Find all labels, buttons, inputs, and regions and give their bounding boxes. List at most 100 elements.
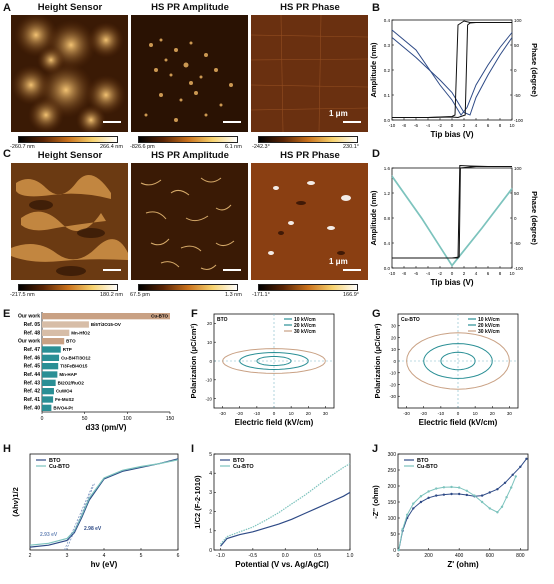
bar: [42, 346, 61, 353]
x-tick-label: -0.5: [249, 553, 258, 559]
legend-label: 10 kV/cm: [478, 317, 500, 323]
x-axis-label: Electric field (kV/cm): [235, 418, 314, 427]
y-tick-label: 150: [388, 500, 397, 506]
data-point: [401, 528, 404, 531]
a-title-amplitude: HS PR Amplitude: [151, 2, 229, 13]
y-axis-label: Polarization (μC/cm²): [373, 323, 382, 399]
series-Cu-BTO: [29, 459, 179, 546]
x-tick-label: 0: [41, 416, 44, 422]
annotation-2: 2.98 eV: [84, 526, 102, 532]
y-axis-label: Polarization (μC/cm²): [189, 323, 198, 399]
series-line-2: [392, 20, 512, 118]
y2-tick-label: 0: [514, 216, 517, 221]
y-tick-label: 1.6: [384, 166, 391, 171]
colorbar-amplitude-c: [138, 284, 238, 291]
y-tick-label: -20: [389, 382, 396, 387]
y2-tick-label: 0: [514, 68, 517, 73]
data-point: [519, 465, 522, 468]
data-point: [405, 513, 409, 516]
data-point: [496, 488, 499, 491]
x-tick-label: 4: [475, 271, 478, 276]
afm-phase-image-c: 1 μm: [251, 163, 368, 280]
bar-data-label: Bi5Ti3O15-OV: [91, 322, 121, 327]
bar-data-label: Mn-HfO2: [71, 330, 90, 335]
bar-data-label: RTP: [63, 347, 72, 352]
x-tick-label: 0.5: [314, 553, 321, 559]
c-title-amplitude: HS PR Amplitude: [151, 150, 229, 161]
loop-0: [256, 356, 292, 366]
x-tick-label: 100: [123, 416, 132, 422]
data-point: [457, 486, 461, 489]
legend-label: Cu-BTO: [417, 464, 438, 470]
y-tick-label: 100: [388, 516, 397, 522]
x-tick-label: 600: [486, 553, 495, 559]
y-axis-label: Amplitude (nm): [369, 190, 378, 245]
x-tick-label: -30: [219, 411, 226, 416]
series-1: [220, 463, 351, 545]
data-point: [435, 487, 438, 490]
data-point: [419, 500, 423, 504]
bar-data-label: Mn-HAP: [59, 372, 77, 377]
bar-category-label: Ref. 45: [24, 364, 41, 370]
y-tick-label: 20: [207, 321, 213, 326]
y-axis-label: (Ahν)1/2: [11, 487, 20, 517]
x-tick-label: 4: [103, 553, 106, 559]
bar: [42, 338, 65, 345]
y-tick-label: 2: [209, 509, 212, 515]
loop-1: [423, 343, 493, 379]
scale-label-a: 1 μm: [329, 109, 348, 118]
data-point: [442, 486, 446, 489]
data-point: [465, 493, 469, 497]
cb-min-phase-a: -242.3°: [252, 144, 270, 150]
data-point: [412, 502, 415, 505]
cb-max-phase-a: 230.1°: [343, 144, 359, 150]
data-point: [511, 473, 514, 476]
x-tick-label: -20: [236, 411, 243, 416]
data-point: [503, 481, 507, 484]
x-tick-label: -10: [254, 411, 261, 416]
inset-label: BTO: [217, 317, 228, 323]
bar-data-label: CuWO4: [56, 389, 73, 394]
series-line-0: [391, 29, 513, 116]
x-axis-label: d33 (pm/V): [86, 423, 127, 432]
x-tick-label: 5: [140, 553, 143, 559]
x-tick-label: 2: [463, 123, 466, 128]
x-tick-label: 0: [451, 271, 454, 276]
a-title-height: Height Sensor: [37, 2, 103, 13]
loop-0: [440, 351, 476, 371]
y-tick-label: 50: [390, 532, 396, 538]
data-point: [427, 490, 430, 493]
data-point: [450, 485, 453, 489]
bar: [42, 363, 59, 370]
afm-height-image-c: [11, 163, 128, 280]
panel-label-g: G: [372, 308, 381, 320]
x-tick-label: -6: [414, 123, 418, 128]
bar: [42, 396, 54, 403]
x-tick-label: 6: [177, 553, 180, 559]
x-axis-label: Z' (ohm): [447, 560, 479, 569]
data-point: [397, 548, 400, 552]
bar: [42, 313, 170, 320]
afm-phase-image-a: 1 μm: [251, 15, 368, 132]
cb-max-amp-c: 1.3 nm: [225, 292, 242, 298]
bar-category-label: Ref. 46: [24, 355, 41, 361]
data-point: [480, 494, 484, 497]
x-tick-label: -1.0: [216, 553, 225, 559]
data-point: [500, 505, 504, 508]
x-tick-label: -8: [402, 271, 406, 276]
y-tick-label: 0.1: [384, 93, 391, 98]
x-tick-label: 0: [457, 411, 460, 416]
cb-min-amp-c: 67.5 pm: [130, 292, 150, 298]
loop-2: [222, 348, 326, 374]
legend-label: Cu-BTO: [49, 464, 70, 470]
y2-tick-label: -100: [514, 118, 524, 123]
y-tick-label: 0.2: [384, 68, 391, 73]
cb-min-phase-c: -171.1°: [252, 292, 270, 298]
bar: [42, 379, 56, 386]
y-tick-label: 250: [388, 468, 397, 474]
c-title-phase: HS PR Phase: [280, 150, 340, 161]
x-tick-label: -10: [389, 271, 396, 276]
y-tick-label: -10: [389, 371, 396, 376]
data-point: [525, 457, 528, 460]
data-point: [419, 495, 423, 498]
